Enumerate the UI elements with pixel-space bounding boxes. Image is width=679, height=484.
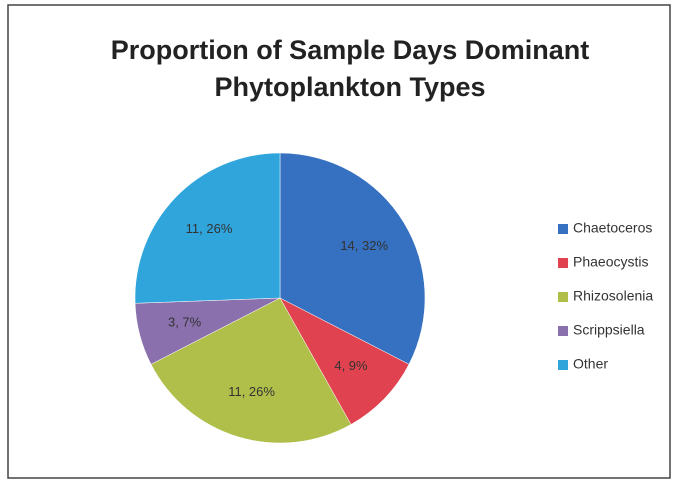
legend-label: Scrippsiella <box>573 322 645 338</box>
legend-label: Other <box>573 356 608 372</box>
chart-title: Phytoplankton Types <box>214 72 485 102</box>
legend-label: Phaeocystis <box>573 254 648 270</box>
legend-swatch <box>558 292 568 302</box>
data-label: 11, 26% <box>228 384 275 399</box>
chart-title: Proportion of Sample Days Dominant <box>111 35 590 65</box>
legend-label: Chaetoceros <box>573 220 652 236</box>
legend-swatch <box>558 258 568 268</box>
legend-swatch <box>558 360 568 370</box>
pie-slice <box>279 152 426 365</box>
data-label: 4, 9% <box>334 358 368 373</box>
pie-slice <box>134 152 281 304</box>
legend-swatch <box>558 326 568 336</box>
data-label: 14, 32% <box>340 238 388 253</box>
pie-slice <box>279 297 410 425</box>
legend-label: Rhizosolenia <box>573 288 653 304</box>
data-label: 11, 26% <box>186 221 233 236</box>
pie-slice <box>150 297 352 444</box>
legend-swatch <box>558 224 568 234</box>
data-label: 3, 7% <box>168 314 202 329</box>
